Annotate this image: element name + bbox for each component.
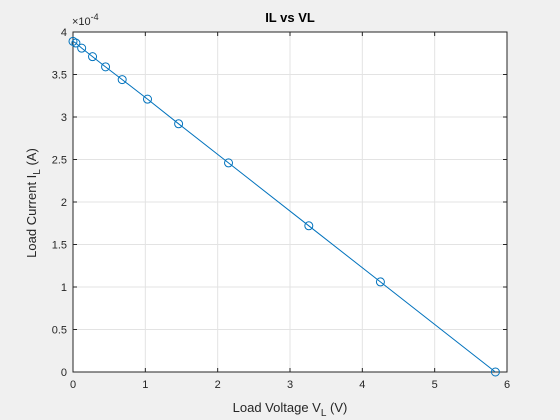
y-axis-title: Load Current IL (A)	[24, 148, 43, 258]
y-tick-label: 0.5	[52, 325, 67, 337]
data-point	[101, 62, 111, 72]
y-tick-label: 4	[61, 27, 67, 39]
data-point	[71, 38, 81, 48]
y-tick-label: 1	[61, 282, 67, 294]
y-tick-label: 3	[61, 112, 67, 124]
y-tick-label: 1.5	[52, 240, 67, 252]
y-axis-multiplier: ×10-4	[72, 12, 99, 28]
plot-area: 0 1 2 3 4 5 6 0 0.5 1 1.5 2 2.5 3 3.5 4	[52, 27, 510, 391]
x-tick-label: 3	[287, 379, 293, 391]
y-tick-label: 0	[61, 367, 67, 379]
y-multiplier-base: ×10	[72, 16, 91, 28]
series-line	[72, 40, 496, 373]
x-axis-title-sub: L	[321, 408, 327, 419]
data-point	[375, 277, 385, 287]
x-tick-label: 6	[504, 379, 510, 391]
y-tick-label: 2	[61, 197, 67, 209]
y-tick-label: 3.5	[52, 70, 67, 82]
chart-title: IL vs VL	[265, 10, 315, 25]
data-point	[174, 119, 184, 129]
x-tick-label: 5	[432, 379, 438, 391]
x-axis-title-main: Load Voltage V	[233, 400, 322, 415]
x-tick-label: 1	[142, 379, 148, 391]
y-tick-label: 2.5	[52, 155, 67, 167]
y-axis-title-unit: (A)	[24, 148, 39, 169]
x-tick-label: 4	[359, 379, 365, 391]
y-multiplier-exponent: -4	[91, 12, 99, 22]
data-point	[88, 52, 98, 62]
data-point	[143, 94, 153, 104]
data-point	[68, 36, 78, 46]
x-axis-title: Load Voltage VL (V)	[233, 400, 348, 419]
x-axis-title-unit: (V)	[326, 400, 347, 415]
data-point	[304, 221, 314, 231]
data-point	[490, 367, 500, 377]
data-point	[117, 75, 127, 85]
y-axis-title-main: Load Current I	[24, 175, 39, 258]
y-axis-title-sub: L	[32, 169, 43, 175]
x-tick-label: 0	[70, 379, 76, 391]
data-point	[224, 158, 234, 168]
data-point	[77, 43, 87, 53]
x-tick-label: 2	[215, 379, 221, 391]
